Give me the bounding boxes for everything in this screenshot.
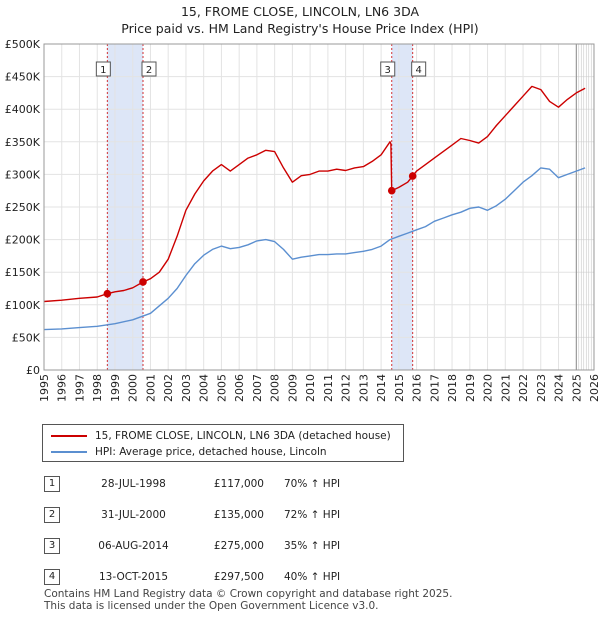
hpi-line xyxy=(43,167,586,331)
x-tick-label: 1998 xyxy=(91,374,104,402)
sale-label-box xyxy=(411,61,427,77)
y-tick-label: £400K xyxy=(5,103,41,116)
x-tick-label: 2009 xyxy=(286,374,299,402)
sale-number-badge: 2 xyxy=(44,507,60,523)
x-tick-label: 2017 xyxy=(428,374,441,402)
y-tick-label: £50K xyxy=(12,331,41,344)
chart-title: 15, FROME CLOSE, LINCOLN, LN6 3DA xyxy=(180,4,420,19)
sale-hpi-change: 35% ↑ HPI xyxy=(284,540,341,552)
sale-row: 1 28-JUL-1998 £117,000 70% ↑ HPI xyxy=(44,474,404,505)
sale-label-number: 1 xyxy=(100,65,106,76)
x-tick-label: 1997 xyxy=(73,374,86,402)
x-tick-label: 2023 xyxy=(535,374,548,402)
legend: 15, FROME CLOSE, LINCOLN, LN6 3DA (detac… xyxy=(42,424,404,462)
x-tick-label: 2019 xyxy=(464,374,477,402)
y-tick-label: £250K xyxy=(5,201,41,214)
y-tick-label: £200K xyxy=(5,234,41,247)
y-tick-label: £150K xyxy=(5,266,41,279)
sale-label-box xyxy=(380,61,396,77)
sale-price: £297,500 xyxy=(213,571,264,583)
x-tick-label: 2015 xyxy=(393,374,406,402)
x-tick-label: 2007 xyxy=(251,374,264,402)
sale-label-number: 3 xyxy=(385,65,391,76)
x-tick-label: 2006 xyxy=(233,374,246,402)
sale-date: 31-JUL-2000 xyxy=(101,509,166,521)
sale-row: 2 31-JUL-2000 £135,000 72% ↑ HPI xyxy=(44,505,404,536)
sale-number-badge: 4 xyxy=(44,569,60,585)
x-tick-label: 2010 xyxy=(304,374,317,402)
y-tick-label: £450K xyxy=(5,71,41,84)
sale-point xyxy=(387,186,396,195)
chart-subtitle: Price paid vs. HM Land Registry's House … xyxy=(121,21,479,36)
sale-date: 28-JUL-1998 xyxy=(101,478,166,490)
sale-price: £117,000 xyxy=(213,478,264,490)
x-tick-label: 2004 xyxy=(198,374,211,402)
x-tick-label: 2022 xyxy=(517,374,530,402)
plot-frame xyxy=(43,43,595,371)
x-tick-label: 1999 xyxy=(109,374,122,402)
x-tick-label: 2012 xyxy=(340,374,353,402)
x-tick-label: 2020 xyxy=(482,374,495,402)
x-tick-label: 2021 xyxy=(499,374,512,402)
sale-label-number: 2 xyxy=(146,65,152,76)
sale-number-badge: 1 xyxy=(44,476,60,492)
x-tick-label: 2024 xyxy=(553,374,566,402)
x-tick-label: 2002 xyxy=(162,374,175,402)
sale-label-box xyxy=(95,61,111,77)
y-tick-label: £350K xyxy=(5,136,41,149)
sale-row: 3 06-AUG-2014 £275,000 35% ↑ HPI xyxy=(44,536,404,567)
legend-swatch-property xyxy=(51,435,87,437)
sale-price: £275,000 xyxy=(213,540,264,552)
sale-date: 13-OCT-2015 xyxy=(99,571,168,583)
x-tick-label: 2000 xyxy=(127,374,140,402)
legend-label-property: 15, FROME CLOSE, LINCOLN, LN6 3DA (detac… xyxy=(95,430,391,442)
sale-hpi-change: 70% ↑ HPI xyxy=(284,478,341,490)
y-tick-label: £0 xyxy=(26,364,40,377)
sale-point xyxy=(139,278,147,286)
legend-label-hpi: HPI: Average price, detached house, Linc… xyxy=(95,446,327,458)
x-tick-label: 2025 xyxy=(570,374,583,402)
x-tick-label: 2011 xyxy=(322,374,335,402)
sales-table: 1 28-JUL-1998 £117,000 70% ↑ HPI 2 31-JU… xyxy=(44,474,404,598)
sale-hpi-change: 40% ↑ HPI xyxy=(284,571,341,583)
x-tick-label: 2013 xyxy=(357,374,370,402)
footer: Contains HM Land Registry data © Crown c… xyxy=(44,588,453,612)
sale-row: 4 13-OCT-2015 £297,500 40% ↑ HPI xyxy=(44,567,404,598)
x-tick-label: 2001 xyxy=(144,374,157,402)
x-tick-label: 2005 xyxy=(215,374,228,402)
footer-licence: This data is licensed under the Open Gov… xyxy=(44,599,379,612)
sale-label-number: 4 xyxy=(415,65,421,76)
price-chart: 1 2 3 4 £0 £50K £100K £150K £200K £250K £300K £350K… xyxy=(5,38,600,402)
y-tick-label: £100K xyxy=(5,299,41,312)
sale-hpi-change: 72% ↑ HPI xyxy=(284,509,341,521)
x-tick-label: 2018 xyxy=(446,374,459,402)
x-tick-label: 2016 xyxy=(411,374,424,402)
sale-point xyxy=(408,172,417,180)
y-tick-label: £500K xyxy=(5,38,41,51)
sale-point xyxy=(103,289,112,298)
x-tick-label: 1995 xyxy=(38,374,51,402)
property-price-line xyxy=(43,85,586,303)
x-tick-label: 2014 xyxy=(375,374,388,402)
x-tick-label: 1996 xyxy=(56,374,69,402)
sale-date: 06-AUG-2014 xyxy=(98,540,169,552)
x-tick-label: 2003 xyxy=(180,374,193,402)
footer-copyright: Contains HM Land Registry data © Crown c… xyxy=(44,588,453,600)
sale-price: £135,000 xyxy=(213,509,264,521)
x-tick-label: 2008 xyxy=(269,374,282,402)
sale-label-box xyxy=(141,61,157,77)
sale-number-badge: 3 xyxy=(44,538,60,554)
x-tick-label: 2026 xyxy=(588,374,600,402)
legend-swatch-hpi xyxy=(51,451,87,453)
y-tick-label: £300K xyxy=(5,168,41,181)
